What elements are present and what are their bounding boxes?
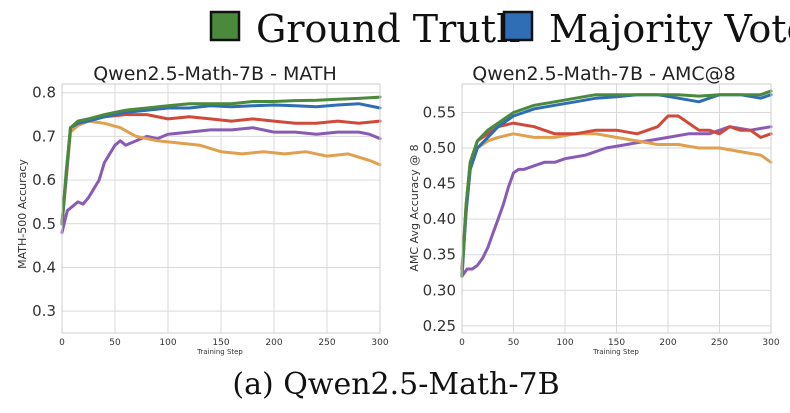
x-axis-label: Training Step <box>196 348 243 356</box>
x-tick-label: 150 <box>212 338 229 348</box>
x-tick-label: 300 <box>371 338 388 348</box>
chart-title: Qwen2.5-Math-7B - MATH <box>93 63 337 85</box>
x-tick-label: 100 <box>159 338 176 348</box>
y-tick-label: 0.5 <box>32 215 56 233</box>
x-tick-label: 200 <box>659 338 676 348</box>
series-line-majority-vote <box>60 102 382 226</box>
y-tick-label: 0.50 <box>423 139 456 157</box>
y-tick-label: 0.3 <box>32 302 56 320</box>
legend-swatch-majority-vote <box>502 10 534 42</box>
y-tick-label: 0.6 <box>32 171 56 189</box>
y-tick-label: 0.7 <box>32 127 56 145</box>
chart-math: Qwen2.5-Math-7B - MATH 0 50 100 150 200 250 30… <box>16 63 389 356</box>
x-tick-label: 0 <box>59 338 65 348</box>
plot-frame <box>461 83 772 334</box>
plot-area: 0 50 100 150 200 250 300 0.25 0.30 0.35 0.40 0.45 0.… <box>423 83 780 348</box>
plot-area: 0 50 100 150 200 250 300 0.3 0.4 0.5 0.6 0.7 0.8 <box>32 83 389 348</box>
legend-label-ground-truth: Ground Truth <box>256 7 520 51</box>
x-tick-label: 200 <box>265 338 282 348</box>
y-axis-label: MATH-500 Accuracy <box>16 159 29 269</box>
series-line-purple <box>460 125 773 278</box>
chart-title: Qwen2.5-Math-7B - AMC@8 <box>472 63 736 85</box>
x-tick-label: 300 <box>762 338 779 348</box>
legend: Ground Truth Majority Vote <box>209 7 790 51</box>
y-tick-label: 0.25 <box>423 317 456 335</box>
y-tick-label: 0.8 <box>32 84 56 102</box>
chart-amc: Qwen2.5-Math-7B - AMC@8 0 50 100 150 200 250 3… <box>408 63 780 356</box>
y-tick-label: 0.45 <box>423 175 456 193</box>
x-axis-label: Training Step <box>592 348 639 356</box>
legend-swatch-ground-truth <box>209 10 241 42</box>
x-tick-label: 50 <box>508 338 520 348</box>
figure-caption: (a) Qwen2.5-Math-7B <box>232 367 559 402</box>
plot-frame <box>61 83 381 334</box>
series-line-ground-truth <box>60 95 382 226</box>
legend-label-majority-vote: Majority Vote <box>549 7 790 51</box>
series-line-ground-truth <box>460 89 773 278</box>
x-tick-label: 0 <box>459 338 465 348</box>
y-tick-label: 0.4 <box>32 258 56 276</box>
y-tick-label: 0.55 <box>423 103 456 121</box>
y-tick-label: 0.35 <box>423 246 456 264</box>
y-tick-label: 0.30 <box>423 281 456 299</box>
x-tick-label: 250 <box>711 338 728 348</box>
x-tick-label: 50 <box>109 338 121 348</box>
y-axis-label: AMC Avg Accuracy @ 8 <box>408 144 421 271</box>
series-line-orange <box>60 119 382 226</box>
x-tick-label: 150 <box>608 338 625 348</box>
series-line-red <box>460 114 773 271</box>
y-tick-label: 0.40 <box>423 210 456 228</box>
x-tick-label: 100 <box>556 338 573 348</box>
x-tick-label: 250 <box>318 338 335 348</box>
